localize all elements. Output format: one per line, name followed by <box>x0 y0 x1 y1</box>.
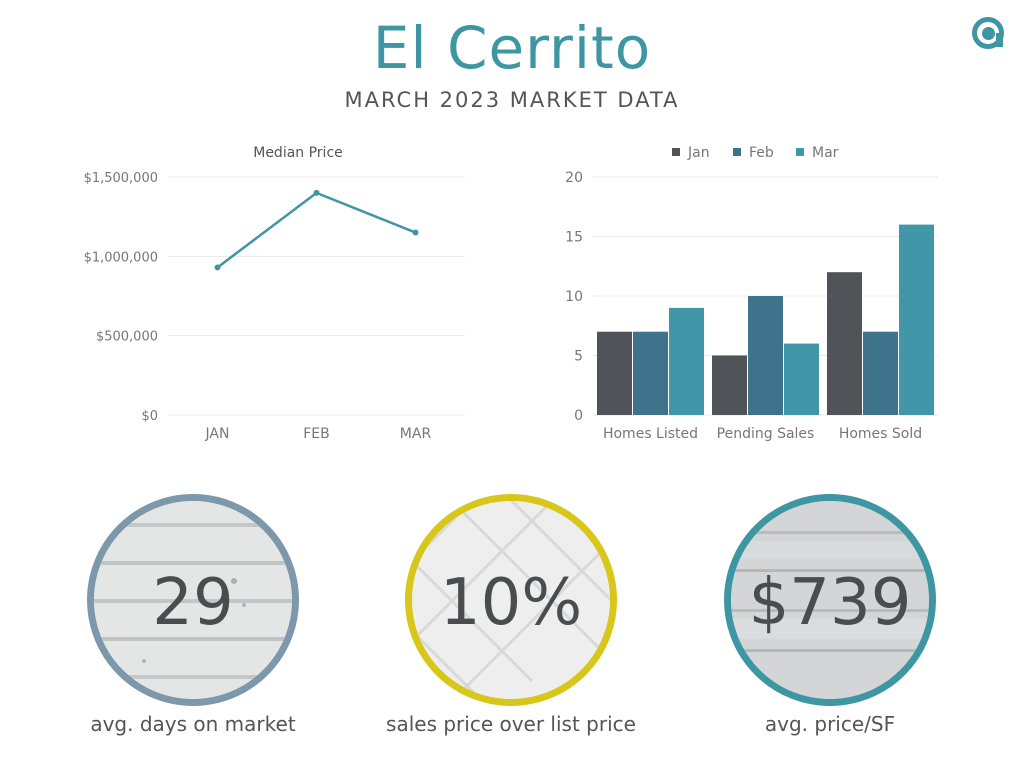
x-tick-label: JAN <box>205 426 230 442</box>
x-tick-label: Homes Sold <box>839 426 922 442</box>
legend-label: Jan <box>687 145 710 161</box>
line-chart-title: Median Price <box>253 145 343 161</box>
legend-swatch <box>733 148 741 156</box>
bar-mar <box>784 343 819 415</box>
legend-label: Mar <box>812 145 839 161</box>
x-tick-label: MAR <box>400 426 432 442</box>
y-tick-label: 20 <box>565 170 583 186</box>
y-tick-label: 15 <box>565 230 583 246</box>
over-list-price-label: sales price over list price <box>386 712 636 736</box>
legend-swatch <box>796 148 804 156</box>
bar-feb <box>633 331 668 415</box>
data-point <box>313 189 320 196</box>
x-tick-label: Homes Listed <box>603 426 698 442</box>
median-price-chart: Median Price $0 $500,000 $1,000,000 $1,500,… <box>84 145 465 442</box>
y-tick-label: $0 <box>141 409 158 424</box>
brand-at-icon[interactable] <box>970 15 1006 51</box>
bar-feb <box>863 331 898 415</box>
price-per-sf-label: avg. price/SF <box>764 712 896 736</box>
wood-siding-texture <box>94 501 292 699</box>
bar-jan <box>597 331 632 415</box>
white-tile-texture <box>412 501 610 699</box>
over-list-price-value: 10% <box>439 566 583 640</box>
page-title: El Cerrito <box>372 14 652 82</box>
x-tick-label: Pending Sales <box>717 426 815 442</box>
days-on-market-stat: 29 <box>87 494 299 706</box>
bar-mar <box>669 307 704 415</box>
x-tick-label: FEB <box>303 426 330 442</box>
y-tick-label: $1,500,000 <box>84 171 158 186</box>
bar-jan <box>712 355 747 415</box>
legend-label: Feb <box>749 145 774 161</box>
bar-jan <box>827 272 862 415</box>
legend-swatch <box>672 148 680 156</box>
data-point <box>412 229 419 236</box>
y-tick-label: 0 <box>574 408 583 424</box>
days-on-market-value: 29 <box>152 566 234 640</box>
y-tick-label: 10 <box>565 289 583 305</box>
weathered-wood-texture <box>731 501 929 699</box>
y-tick-label: $500,000 <box>96 330 158 345</box>
price-per-sf-stat: $739 <box>724 494 936 706</box>
bar-mar <box>899 224 934 415</box>
over-list-price-stat: 10% <box>405 494 617 706</box>
home-activity-chart: Jan Feb Mar 0 5 10 15 20 Homes Listed Pending S… <box>565 145 938 442</box>
price-per-sf-value: $739 <box>748 566 912 640</box>
y-tick-label: 5 <box>574 349 583 365</box>
days-on-market-label: avg. days on market <box>90 712 296 736</box>
y-tick-label: $1,000,000 <box>84 250 158 265</box>
data-point <box>214 264 221 271</box>
bar-feb <box>748 296 783 415</box>
page-subtitle: MARCH 2023 MARKET DATA <box>344 88 680 112</box>
